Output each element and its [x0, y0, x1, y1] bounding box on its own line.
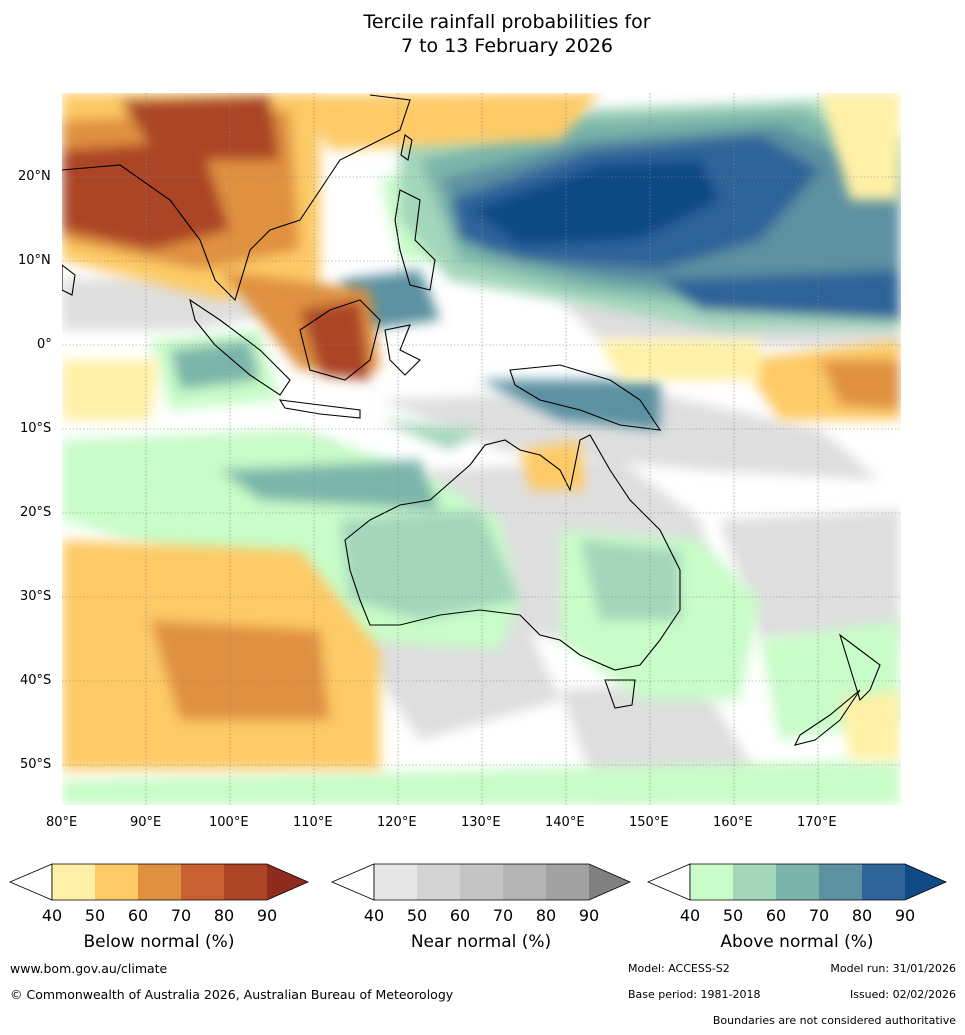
legend-tick: 80	[213, 906, 235, 925]
legend-tick: 70	[170, 906, 192, 925]
lon-label: 120°E	[377, 815, 417, 830]
legend-swatch	[138, 864, 181, 900]
lat-label: 40°S	[20, 673, 52, 688]
legend-swatch	[95, 864, 138, 900]
borneo-coast	[299, 299, 381, 381]
lat-label: 20°S	[20, 505, 52, 520]
tasmania-coast	[604, 679, 636, 709]
new-zealand-coast	[793, 633, 881, 746]
legend-near-normal: 40 50 60 70 80 90 Near normal (%)	[330, 860, 632, 955]
rainfall-map	[62, 93, 901, 805]
legend-tick: 80	[851, 906, 873, 925]
legend-tick: 50	[722, 906, 744, 925]
lon-label: 150°E	[629, 815, 669, 830]
legend-swatch	[417, 864, 460, 900]
legend-tick: 60	[765, 906, 787, 925]
lon-label: 90°E	[130, 815, 162, 830]
legend-caption: Near normal (%)	[410, 932, 552, 952]
lat-label: 50°S	[20, 757, 52, 772]
footer-model-run: Model run: 31/01/2026	[830, 962, 956, 975]
australia-coast	[344, 434, 681, 671]
lat-label: 0°	[37, 337, 52, 352]
lon-label: 110°E	[293, 815, 333, 830]
lat-label: 20°N	[18, 169, 51, 184]
legend-tick: 40	[679, 906, 701, 925]
footer-base-period: Base period: 1981-2018	[628, 988, 761, 1001]
legend-tick: 60	[127, 906, 149, 925]
legend-tick: 40	[363, 906, 385, 925]
legend-swatch	[905, 864, 946, 900]
legend-tick: 60	[449, 906, 471, 925]
lat-label: 30°S	[20, 589, 52, 604]
asia-coast	[62, 94, 411, 302]
coastlines	[62, 94, 881, 746]
legend-caption: Above normal (%)	[720, 932, 874, 952]
legend-tick: 90	[256, 906, 278, 925]
lon-label: 140°E	[545, 815, 585, 830]
above-normal-band	[240, 100, 900, 430]
legend-swatch	[546, 864, 589, 900]
legend-swatch	[690, 864, 733, 900]
legend-tick: 90	[894, 906, 916, 925]
legend-swatch	[819, 864, 862, 900]
footer-copyright: © Commonwealth of Australia 2026, Austra…	[10, 987, 454, 1002]
legend-caption: Below normal (%)	[83, 932, 235, 952]
legend-swatch	[374, 864, 417, 900]
legend-below-normal: 40 50 60 70 80 90 Below normal (%)	[8, 860, 310, 955]
legend-swatch	[503, 864, 546, 900]
java-coast	[278, 399, 361, 419]
colorbar-near	[330, 863, 631, 901]
lon-label: 130°E	[461, 815, 501, 830]
footer-model: Model: ACCESS-S2	[628, 962, 730, 975]
title-line-2: 7 to 13 February 2026	[400, 35, 614, 57]
sri-lanka-coast	[62, 264, 76, 296]
colorbar-below	[8, 863, 309, 901]
legend-above-normal: 40 50 60 70 80 90 Above normal (%)	[646, 860, 948, 955]
lon-label: 80°E	[46, 815, 78, 830]
legend-tick: 70	[492, 906, 514, 925]
legend-swatch	[460, 864, 503, 900]
legend-swatch	[589, 864, 630, 900]
lat-label: 10°N	[18, 253, 51, 268]
taiwan-coast	[400, 134, 413, 161]
title-line-1: Tercile rainfall probabilities for	[363, 11, 651, 33]
footer-url[interactable]: www.bom.gov.au/climate	[10, 961, 168, 976]
legend-swatch	[862, 864, 905, 900]
legend-tick: 70	[808, 906, 830, 925]
legend-swatch	[733, 864, 776, 900]
legend-tick: 80	[535, 906, 557, 925]
philippines-coast	[394, 189, 436, 291]
legend-tick: 90	[578, 906, 600, 925]
footer-disclaimer: Boundaries are not considered authoritat…	[712, 1014, 956, 1027]
legend-tick: 40	[41, 906, 63, 925]
map-panel: 20°N 10°N 0° 10°S 20°S 30°S 40°S 50°S 80…	[0, 80, 965, 840]
lon-label: 170°E	[797, 815, 837, 830]
legend-swatch	[52, 864, 95, 900]
legend-swatch	[224, 864, 267, 900]
lon-label: 100°E	[209, 815, 249, 830]
legend-swatch	[181, 864, 224, 900]
legend-swatch	[776, 864, 819, 900]
above-normal-regions	[62, 150, 900, 805]
lon-label: 160°E	[713, 815, 753, 830]
footer-issued: Issued: 02/02/2026	[849, 988, 956, 1001]
lat-label: 10°S	[20, 421, 52, 436]
new-guinea-coast	[509, 364, 662, 431]
legend-tick: 50	[406, 906, 428, 925]
sumatra-coast	[189, 298, 291, 396]
legend-swatch	[267, 864, 308, 900]
sulawesi-coast	[384, 324, 421, 376]
colorbar-above	[646, 863, 947, 901]
map-title: Tercile rainfall probabilities for 7 to …	[0, 10, 965, 58]
legend-tick: 50	[84, 906, 106, 925]
